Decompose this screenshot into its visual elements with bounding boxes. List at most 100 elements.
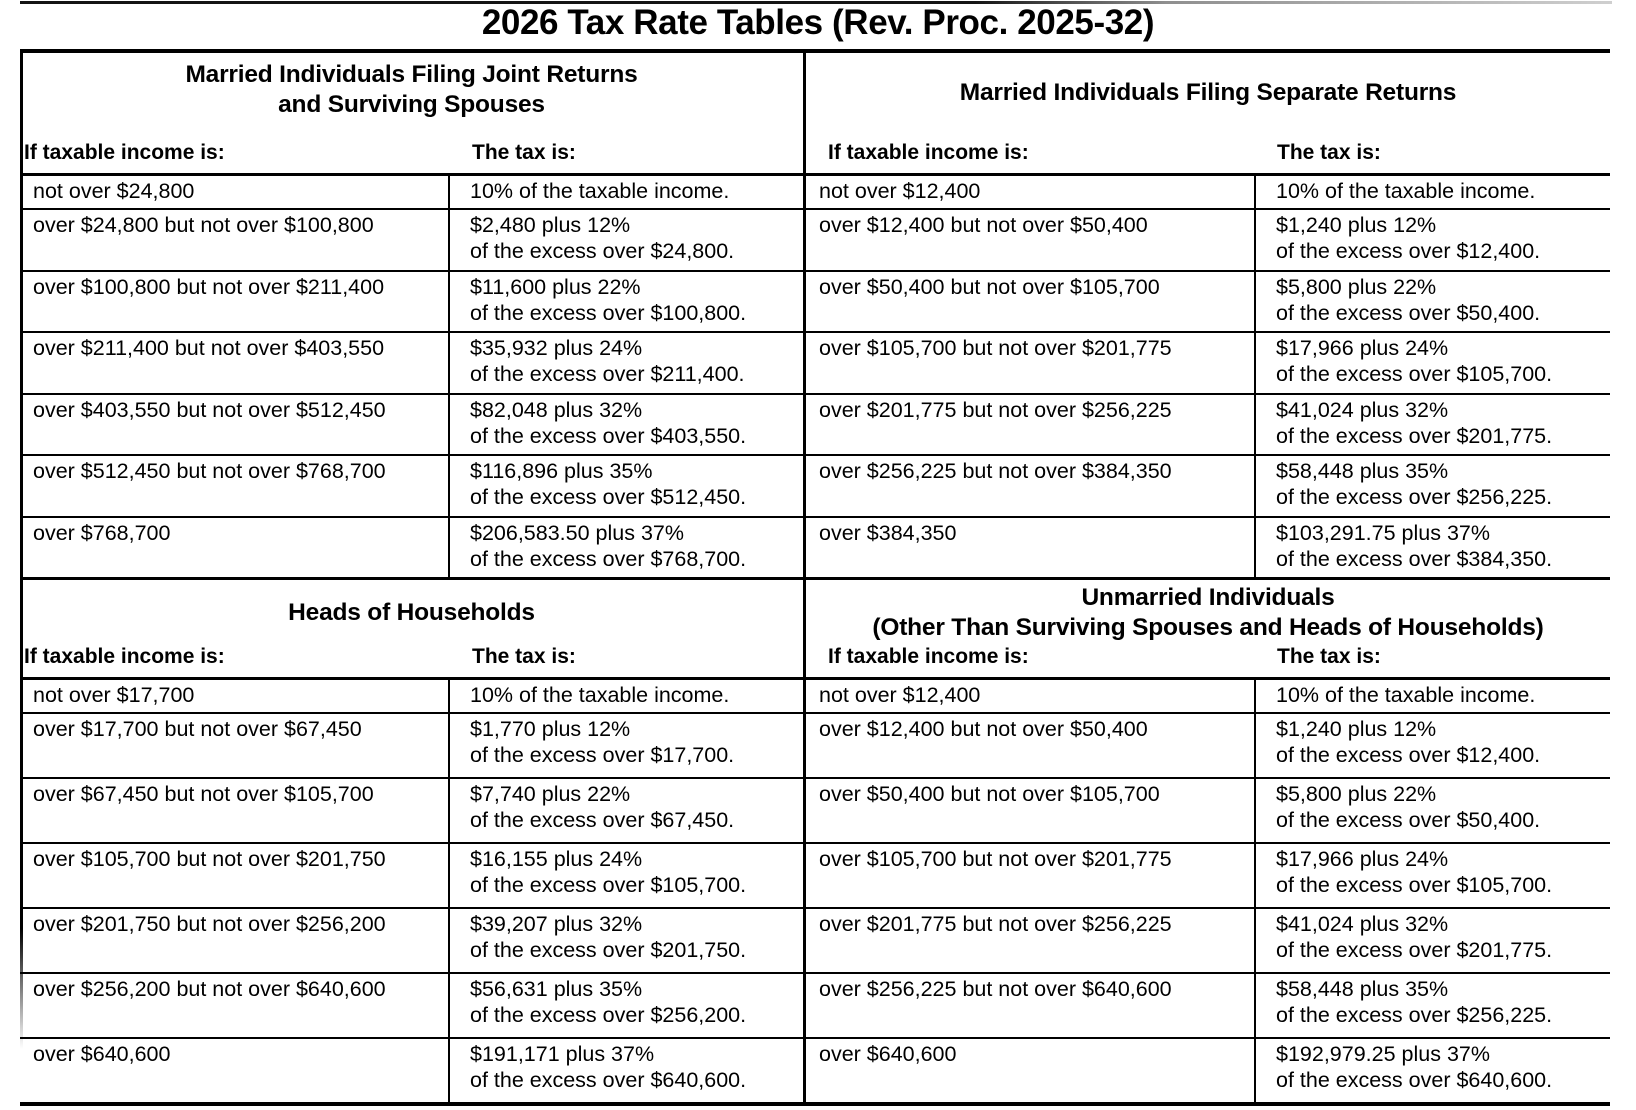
table-header: Married Individuals Filing Separate Retu… (806, 53, 1610, 173)
tax-amount-text: $16,155 plus 24% (470, 847, 643, 871)
income-range-cell: over $201,775 but not over $256,225 (806, 909, 1256, 972)
tax-bracket-row: over $12,400 but not over $50,400 $1,240… (806, 208, 1610, 270)
tax-amount-text: $2,480 plus 12% (470, 213, 631, 237)
tax-column-header: The tax is: (472, 645, 576, 668)
tax-bracket-row: over $403,550 but not over $512,450 $82,… (20, 392, 803, 455)
tax-excess-text: of the excess over $67,450. (470, 808, 735, 832)
tax-excess-text: of the excess over $211,400. (470, 362, 745, 386)
tax-cell: $1,240 plus 12% of the excess over $12,4… (1256, 210, 1610, 270)
tax-cell: $5,800 plus 22% of the excess over $50,4… (1256, 272, 1610, 332)
tax-cell: 10% of the taxable income. (1256, 680, 1610, 712)
income-column-header: If taxable income is: (828, 141, 1029, 164)
tax-bracket-row: not over $12,400 10% of the taxable inco… (806, 176, 1610, 208)
income-range-text: over $512,450 but not over $768,700 (33, 459, 386, 483)
income-range-cell: over $256,225 but not over $640,600 (806, 974, 1256, 1037)
tax-bracket-row: over $50,400 but not over $105,700 $5,80… (806, 777, 1610, 842)
section-title: Married Individuals Filing Joint Returns… (20, 60, 803, 120)
table-heads-of-households: Heads of Households If taxable income is… (20, 580, 806, 1102)
bracket-rows: not over $24,800 10% of the taxable inco… (20, 173, 803, 577)
tax-cell: $103,291.75 plus 37% of the excess over … (1256, 518, 1610, 578)
income-range-cell: over $211,400 but not over $403,550 (20, 333, 450, 393)
income-range-text: over $640,600 (33, 1042, 171, 1066)
table-header: Married Individuals Filing Joint Returns… (20, 53, 803, 173)
income-range-text: over $640,600 (819, 1042, 957, 1066)
tax-excess-text: of the excess over $640,600. (470, 1068, 747, 1092)
tax-cell: $206,583.50 plus 37% of the excess over … (450, 518, 803, 578)
table-married-filing-jointly: Married Individuals Filing Joint Returns… (20, 53, 806, 577)
tax-cell: $41,024 plus 32% of the excess over $201… (1256, 395, 1610, 455)
income-range-text: over $17,700 but not over $67,450 (33, 717, 362, 741)
tax-cell: $58,448 plus 35% of the excess over $256… (1256, 974, 1610, 1037)
income-range-text: over $256,225 but not over $640,600 (819, 977, 1172, 1001)
income-range-cell: over $256,200 but not over $640,600 (20, 974, 450, 1037)
tax-bracket-row: over $105,700 but not over $201,775 $17,… (806, 842, 1610, 907)
income-range-text: over $403,550 but not over $512,450 (33, 397, 386, 422)
tax-bracket-row: over $256,200 but not over $640,600 $56,… (20, 972, 803, 1037)
income-range-text: over $24,800 but not over $100,800 (33, 213, 374, 237)
tax-cell: $58,448 plus 35% of the excess over $256… (1256, 456, 1610, 516)
income-range-text: over $256,225 but not over $384,350 (819, 459, 1172, 483)
tax-cell: $11,600 plus 22% of the excess over $100… (450, 272, 803, 332)
tax-excess-text: of the excess over $105,700. (470, 873, 747, 897)
tax-excess-text: of the excess over $512,450. (470, 485, 747, 509)
page-left-edge-line (20, 49, 23, 1049)
tax-excess-text: of the excess over $12,400. (1276, 239, 1541, 263)
tax-amount-text: $206,583.50 plus 37% (470, 520, 684, 545)
tax-cell: 10% of the taxable income. (450, 176, 803, 208)
income-range-cell: over $67,450 but not over $105,700 (20, 779, 450, 842)
tax-amount-text: $1,770 plus 12% (470, 717, 631, 741)
tax-excess-text: of the excess over $12,400. (1276, 743, 1541, 767)
tax-bracket-row: over $201,775 but not over $256,225 $41,… (806, 392, 1610, 455)
tax-bracket-row: not over $24,800 10% of the taxable inco… (20, 176, 803, 208)
section-title-line: Married Individuals Filing Separate Retu… (959, 79, 1457, 106)
tax-amount-text: $17,966 plus 24% (1276, 847, 1449, 871)
tax-amount-text: $35,932 plus 24% (470, 336, 643, 360)
tax-cell: $39,207 plus 32% of the excess over $201… (450, 909, 803, 972)
tax-bracket-row: over $24,800 but not over $100,800 $2,48… (20, 208, 803, 270)
tax-excess-text: of the excess over $201,775. (1276, 938, 1553, 962)
tax-bracket-row: over $100,800 but not over $211,400 $11,… (20, 269, 803, 332)
income-range-text: over $67,450 but not over $105,700 (33, 782, 374, 806)
income-range-cell: over $24,800 but not over $100,800 (20, 210, 450, 270)
tax-cell: $82,048 plus 32% of the excess over $403… (450, 395, 803, 455)
tax-amount-text: $7,740 plus 22% (470, 782, 631, 806)
section-title: Unmarried Individuals (Other Than Surviv… (806, 583, 1610, 643)
tax-amount-text: $41,024 plus 32% (1276, 912, 1449, 936)
tax-column-header: The tax is: (1277, 141, 1381, 164)
tax-bracket-row: not over $12,400 10% of the taxable inco… (806, 680, 1610, 712)
tax-excess-text: of the excess over $256,225. (1276, 1003, 1553, 1027)
tax-excess-text: of the excess over $17,700. (470, 743, 735, 767)
income-range-cell: over $105,700 but not over $201,775 (806, 333, 1256, 393)
income-range-cell: not over $17,700 (20, 680, 450, 712)
income-range-text: over $201,775 but not over $256,225 (819, 912, 1172, 936)
tax-cell: $5,800 plus 22% of the excess over $50,4… (1256, 779, 1610, 842)
income-range-text: over $50,400 but not over $105,700 (819, 782, 1160, 806)
table-header: Unmarried Individuals (Other Than Surviv… (806, 580, 1610, 677)
tax-column-header: The tax is: (472, 141, 576, 164)
tax-bracket-row: over $201,750 but not over $256,200 $39,… (20, 907, 803, 972)
tax-cell: $7,740 plus 22% of the excess over $67,4… (450, 779, 803, 842)
income-range-cell: over $384,350 (806, 517, 1256, 577)
income-range-cell: over $640,600 (806, 1039, 1256, 1102)
income-range-cell: over $403,550 but not over $512,450 (20, 394, 450, 454)
page-top-edge-line (20, 1, 1612, 4)
top-row-of-tables: Married Individuals Filing Joint Returns… (20, 53, 1610, 580)
income-range-cell: not over $12,400 (806, 680, 1256, 712)
tax-cell: $1,770 plus 12% of the excess over $17,7… (450, 714, 803, 777)
income-range-cell: over $201,775 but not over $256,225 (806, 394, 1256, 454)
income-range-text: over $50,400 but not over $105,700 (819, 274, 1160, 299)
income-range-text: over $201,750 but not over $256,200 (33, 912, 386, 936)
tax-amount-text: $191,171 plus 37% (470, 1042, 655, 1066)
income-range-cell: over $105,700 but not over $201,750 (20, 844, 450, 907)
tax-amount-text: $41,024 plus 32% (1276, 397, 1449, 422)
tax-amount-text: $11,600 plus 22% (470, 274, 641, 299)
tax-bracket-row: over $384,350 $103,291.75 plus 37% of th… (806, 515, 1610, 578)
income-range-text: over $105,700 but not over $201,750 (33, 847, 386, 871)
income-range-cell: over $640,600 (20, 1039, 450, 1102)
tax-excess-text: of the excess over $100,800. (470, 300, 747, 325)
income-range-cell: over $50,400 but not over $105,700 (806, 271, 1256, 331)
tax-bracket-row: over $12,400 but not over $50,400 $1,240… (806, 712, 1610, 777)
income-range-cell: not over $12,400 (806, 176, 1256, 208)
income-range-cell: over $50,400 but not over $105,700 (806, 779, 1256, 842)
tax-bracket-row: over $256,225 but not over $640,600 $58,… (806, 972, 1610, 1037)
